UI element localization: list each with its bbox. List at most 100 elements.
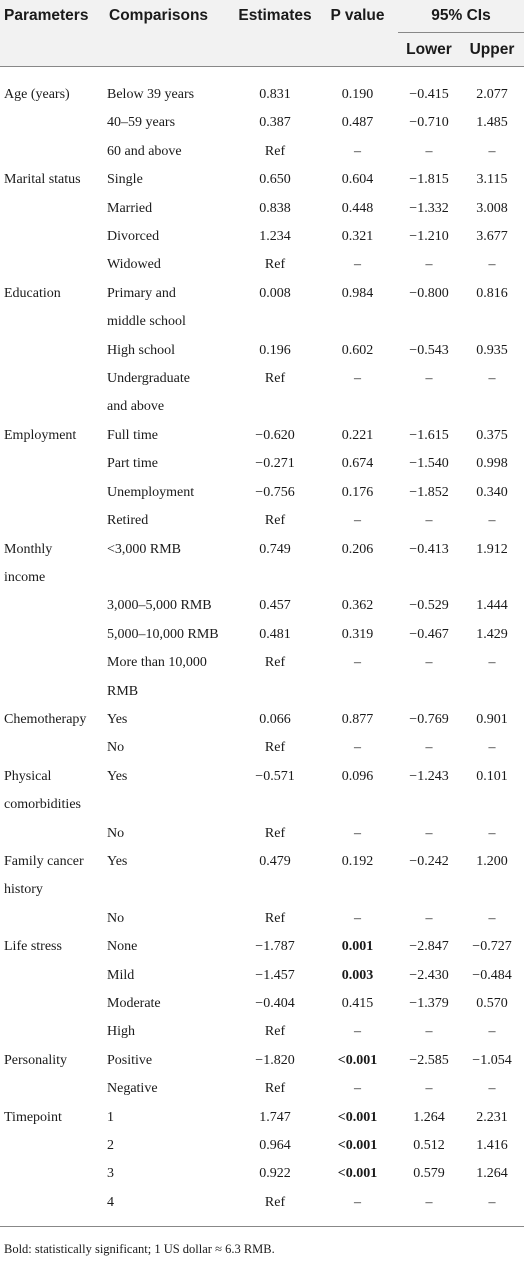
cell-ci-lower: −1.210 [409, 229, 449, 245]
cell-parameter [0, 479, 105, 507]
cell-estimate: −0.571 [255, 768, 295, 784]
cell-p-value: 0.190 [341, 87, 374, 102]
cell-comparison: Yes [107, 853, 128, 869]
cell-p-value: 0.674 [341, 456, 374, 472]
cell-comparison: Below 39 years [107, 87, 195, 102]
cell-p-value: 0.602 [341, 342, 374, 358]
cell-p-value: – [354, 1024, 361, 1040]
cell-ci-lower: – [425, 371, 433, 387]
cell-parameter [0, 820, 105, 848]
cell-comparison: 1 [107, 1109, 114, 1125]
cell-ci-upper: 2.077 [476, 87, 508, 102]
cell-ci-lower: −0.467 [409, 626, 449, 642]
table-row: 3 0.922 <0.001 0.579 1.264 [0, 1160, 524, 1188]
cell-ci-lower: −0.413 [409, 541, 449, 557]
cell-ci-lower: – [425, 825, 433, 841]
table-row: High Ref – – – [0, 1018, 524, 1046]
cell-parameter: Timepoint [4, 1109, 62, 1125]
cell-comparison: 60 and above [107, 143, 182, 159]
table-row: 2 0.964 <0.001 0.512 1.416 [0, 1132, 524, 1160]
cell-p-value: – [354, 825, 361, 841]
table-row: Life stress None −1.787 0.001 −2.847 −0.727 [0, 933, 524, 961]
cell-estimate: Ref [264, 1194, 286, 1210]
cell-comparison: Divorced [107, 229, 160, 245]
cell-ci-lower: – [425, 910, 433, 926]
cell-p-value: – [354, 655, 361, 671]
table-row: Retired Ref – – – [0, 507, 524, 535]
cell-ci-lower: −1.332 [409, 200, 449, 216]
cell-estimate: Ref [264, 371, 286, 387]
cell-parameter [0, 1075, 105, 1103]
cell-estimate: −1.820 [255, 1052, 295, 1068]
cell-comparison: High school [107, 342, 176, 358]
header-upper: Upper [469, 40, 515, 58]
cell-parameter [0, 450, 105, 478]
cell-ci-upper: 3.677 [476, 229, 508, 245]
table-row: Part time −0.271 0.674 −1.540 0.998 [0, 450, 524, 478]
cell-comparison: No [107, 825, 125, 841]
table-row: Employment Full time −0.620 0.221 −1.615 0.37… [0, 422, 524, 450]
cell-estimate: −0.756 [255, 484, 295, 500]
table-row: Monthly income <3,000 RMB 0.749 0.206 −0.413 1… [0, 536, 524, 593]
cell-estimate: 0.922 [259, 1166, 291, 1182]
header-estimates: Estimates [238, 7, 312, 25]
cell-comparison: Negative [107, 1081, 158, 1097]
cell-estimate: Ref [264, 1081, 286, 1097]
cell-parameter: Family cancer history [4, 853, 84, 898]
cell-ci-lower: −1.379 [409, 996, 449, 1011]
cell-parameter: Personality [4, 1052, 67, 1068]
cell-estimate: −1.457 [255, 967, 295, 983]
cell-p-value: 0.604 [341, 172, 374, 188]
cell-ci-lower: – [425, 1081, 433, 1097]
cell-p-value: 0.206 [341, 541, 374, 557]
cell-estimate: Ref [264, 910, 286, 926]
cell-parameter [0, 905, 105, 933]
cell-parameter [0, 734, 105, 762]
cell-ci-upper: 0.101 [476, 768, 508, 784]
cell-ci-lower: −1.815 [409, 172, 449, 188]
header-comparisons: Comparisons [109, 7, 209, 25]
cell-ci-upper: 1.416 [476, 1138, 508, 1154]
table-row: Age (years) Below 39 years 0.831 0.190 −0.41… [0, 81, 524, 109]
cell-p-value: 0.321 [341, 229, 374, 245]
cell-ci-upper: 1.200 [476, 853, 508, 869]
cell-ci-lower: 0.512 [413, 1138, 445, 1154]
cell-comparison: No [107, 740, 125, 756]
cell-ci-upper: – [488, 371, 496, 387]
cell-estimate: Ref [264, 513, 286, 529]
cell-ci-lower: −2.430 [409, 967, 449, 983]
cell-parameter [0, 1132, 105, 1160]
cell-comparison: Yes [107, 711, 128, 727]
cell-parameter [0, 109, 105, 137]
table-row: Family cancer history Yes 0.479 0.192 −0.242 1… [0, 848, 524, 905]
cell-ci-upper: 2.231 [476, 1109, 508, 1125]
cell-comparison: 2 [107, 1138, 114, 1154]
cell-ci-lower: 0.579 [413, 1166, 445, 1182]
table-row: More than 10,000 RMB Ref – – – [0, 649, 524, 706]
table-row: Moderate −0.404 0.415 −1.379 0.570 [0, 990, 524, 1018]
table-bottom-rule [0, 1226, 524, 1227]
table-row: Widowed Ref – – – [0, 251, 524, 279]
cell-ci-upper: 1.264 [476, 1166, 508, 1182]
cell-p-value: 0.487 [341, 115, 374, 131]
table-row: Married 0.838 0.448 −1.332 3.008 [0, 195, 524, 223]
cell-comparison: 4 [107, 1194, 114, 1210]
table-row: Education Primary and middle school 0.008 0.… [0, 280, 524, 337]
cell-comparison: None [107, 939, 138, 955]
cell-parameter [0, 365, 105, 422]
cell-p-value: 0.319 [341, 626, 374, 642]
table-row: No Ref – – – [0, 905, 524, 933]
cell-comparison: <3,000 RMB [107, 541, 182, 557]
table-row: Personality Positive −1.820 <0.001 −2.585 −1.… [0, 1047, 524, 1075]
cell-ci-lower: 1.264 [413, 1109, 445, 1125]
cell-estimate: 0.831 [259, 87, 291, 102]
cell-comparison: Positive [107, 1052, 153, 1068]
header-p-value: P value [330, 7, 385, 25]
cell-estimate: −1.787 [255, 939, 295, 955]
cell-ci-upper: – [488, 1024, 496, 1040]
cell-ci-lower: −2.585 [409, 1052, 449, 1068]
cell-estimate: Ref [264, 257, 286, 273]
cell-p-value: <0.001 [337, 1166, 378, 1182]
cell-p-value: 0.003 [341, 967, 374, 983]
cell-comparison: 40–59 years [107, 115, 176, 131]
